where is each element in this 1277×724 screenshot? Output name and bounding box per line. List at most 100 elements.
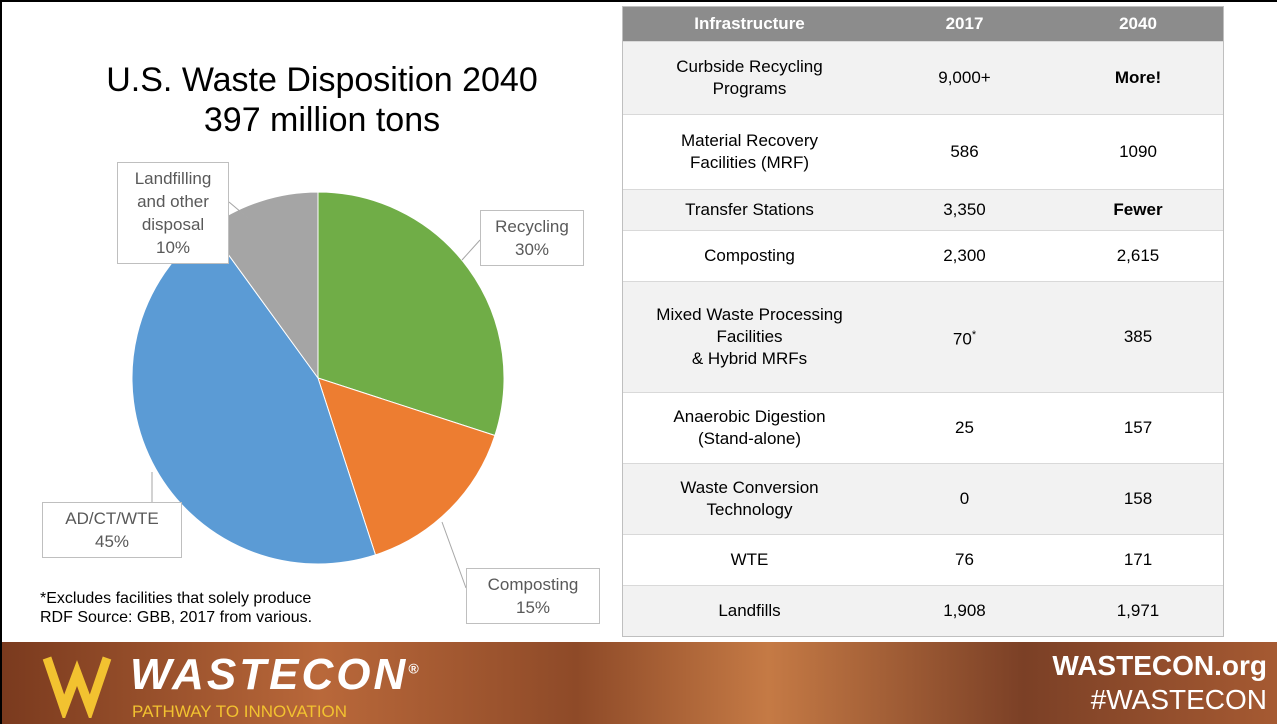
cell-2017: 1,908	[876, 600, 1053, 622]
cell-2017: 2,300	[876, 245, 1053, 267]
table-row: Material Recovery Facilities (MRF) 586 1090	[623, 114, 1223, 189]
pie-label-category: Recycling	[495, 217, 569, 236]
header-cell: Infrastructure	[694, 14, 805, 33]
table-row: Curbside Recycling Programs 9,000+ More!	[623, 41, 1223, 114]
row-label-line: Transfer Stations	[685, 200, 814, 219]
row-label-line: Technology	[706, 500, 793, 519]
pie-label-value: 30%	[514, 240, 550, 259]
cell-2017: 70*	[876, 324, 1053, 351]
table-row: Composting 2,300 2,615	[623, 230, 1223, 281]
chart-title-block: U.S. Waste Disposition 2040 397 million …	[42, 60, 602, 140]
table-header: Infrastructure 2017 2040	[623, 7, 1223, 41]
row-label: Mixed Waste Processing Facilities & Hybrid…	[623, 304, 876, 370]
row-label-line: & Hybrid MRFs	[691, 349, 808, 368]
row-label-line: Anaerobic Digestion	[673, 407, 826, 426]
value-2017: 1,908	[943, 601, 986, 620]
pie-label: AD/CT/WTE 45%	[42, 502, 182, 558]
row-label-line: Landfills	[718, 601, 781, 620]
row-label: Curbside Recycling Programs	[623, 56, 876, 100]
row-label-line: (Stand-alone)	[697, 429, 801, 448]
pie-label: Recycling 30%	[480, 210, 584, 266]
footnote: *Excludes facilities that solely produce…	[40, 589, 312, 627]
cell-2040: 1,971	[1116, 601, 1160, 620]
row-label: Landfills	[623, 600, 876, 622]
cell-2017: 0	[876, 488, 1053, 510]
cell-2040: More!	[1114, 68, 1162, 87]
cell-2017: 76	[876, 549, 1053, 571]
table: Infrastructure 2017 2040 Curbside Recycling…	[622, 6, 1224, 637]
row-label: Waste Conversion Technology	[623, 477, 876, 521]
header-cell: 2040	[1119, 14, 1157, 33]
row-label-line: WTE	[730, 550, 769, 569]
chart-title: U.S. Waste Disposition 2040	[106, 61, 538, 99]
cell-2017: 9,000+	[876, 67, 1053, 89]
hashtag: #WASTECON	[1090, 684, 1267, 715]
pie-slice	[317, 377, 496, 556]
leader-line	[461, 239, 481, 261]
pie-slice	[131, 226, 377, 565]
pie-label-category: AD/CT/WTE	[65, 509, 159, 528]
leader-line	[228, 201, 249, 219]
cell-2040: 157	[1123, 418, 1153, 437]
logo-icon	[42, 656, 112, 718]
footer-banner: WASTECON® PATHWAY TO INNOVATION WASTECON…	[2, 642, 1277, 724]
value-2017: 25	[955, 418, 974, 437]
pie-label: Composting 15%	[466, 568, 600, 624]
value-2017: 2,300	[943, 246, 986, 265]
tagline: PATHWAY TO INNOVATION	[132, 702, 348, 721]
value-2017: 70	[952, 329, 972, 349]
pie-label-value: 45%	[94, 532, 130, 551]
row-label: Transfer Stations	[623, 199, 876, 221]
value-2017: 0	[959, 489, 970, 508]
cell-2017: 586	[876, 141, 1053, 163]
leader-line	[441, 521, 467, 589]
row-label-line: Material Recovery	[681, 131, 818, 150]
table-row: Waste Conversion Technology 0 158	[623, 463, 1223, 534]
cell-2040: 385	[1123, 327, 1153, 346]
cell-2017: 25	[876, 417, 1053, 439]
row-label-line: Facilities	[716, 327, 783, 346]
value-2017: 586	[950, 142, 979, 161]
logo-word: WASTECON	[130, 650, 409, 699]
row-label-line: Facilities (MRF)	[690, 153, 809, 172]
row-label-line: Curbside Recycling	[676, 57, 823, 76]
cell-2040: 2,615	[1116, 246, 1160, 265]
cell-2040: 1090	[1119, 142, 1157, 161]
table-row: Landfills 1,908 1,971	[623, 585, 1223, 636]
row-label: Material Recovery Facilities (MRF)	[623, 130, 876, 174]
table-row: Transfer Stations 3,350 Fewer	[623, 189, 1223, 230]
row-label-line: Waste Conversion	[680, 478, 819, 497]
row-label: WTE	[623, 549, 876, 571]
value-2017: 76	[955, 550, 974, 569]
cell-2040: 158	[1123, 489, 1153, 508]
row-label-line: Programs	[712, 79, 787, 98]
pie-chart	[131, 191, 505, 589]
pie-label: Landfilling and other disposal 10%	[117, 162, 229, 264]
footnote-line: *Excludes facilities that solely produce	[40, 590, 312, 607]
pie-slice	[317, 191, 505, 437]
cell-2017: 3,350	[876, 199, 1053, 221]
pie-label-category: Composting	[487, 575, 579, 594]
row-label: Composting	[623, 245, 876, 267]
site: WASTECON.org	[1052, 650, 1267, 681]
value-2017: 9,000+	[938, 68, 991, 87]
note-mark: *	[971, 328, 977, 341]
pie-label-category: Landfilling and other disposal	[134, 169, 212, 234]
footnote-line: RDF Source: GBB, 2017 from various.	[40, 609, 313, 626]
registered-mark: ®	[408, 660, 422, 677]
pie-label-value: 10%	[155, 238, 191, 257]
pie-label-value: 15%	[515, 598, 551, 617]
header-cell: 2017	[945, 14, 984, 33]
table-row: WTE 76 171	[623, 534, 1223, 585]
row-label: Anaerobic Digestion (Stand-alone)	[623, 406, 876, 450]
cell-2040: Fewer	[1113, 200, 1163, 219]
row-label-line: Mixed Waste Processing	[656, 305, 843, 324]
logo-text: WASTECON®	[130, 650, 422, 700]
table-row: Mixed Waste Processing Facilities & Hybrid…	[623, 281, 1223, 392]
value-2017: 3,350	[943, 200, 986, 219]
cell-2040: 171	[1123, 550, 1153, 569]
table-row: Anaerobic Digestion (Stand-alone) 25 157	[623, 392, 1223, 463]
chart-subtitle: 397 million tons	[203, 101, 441, 139]
row-label-line: Composting	[704, 246, 795, 265]
